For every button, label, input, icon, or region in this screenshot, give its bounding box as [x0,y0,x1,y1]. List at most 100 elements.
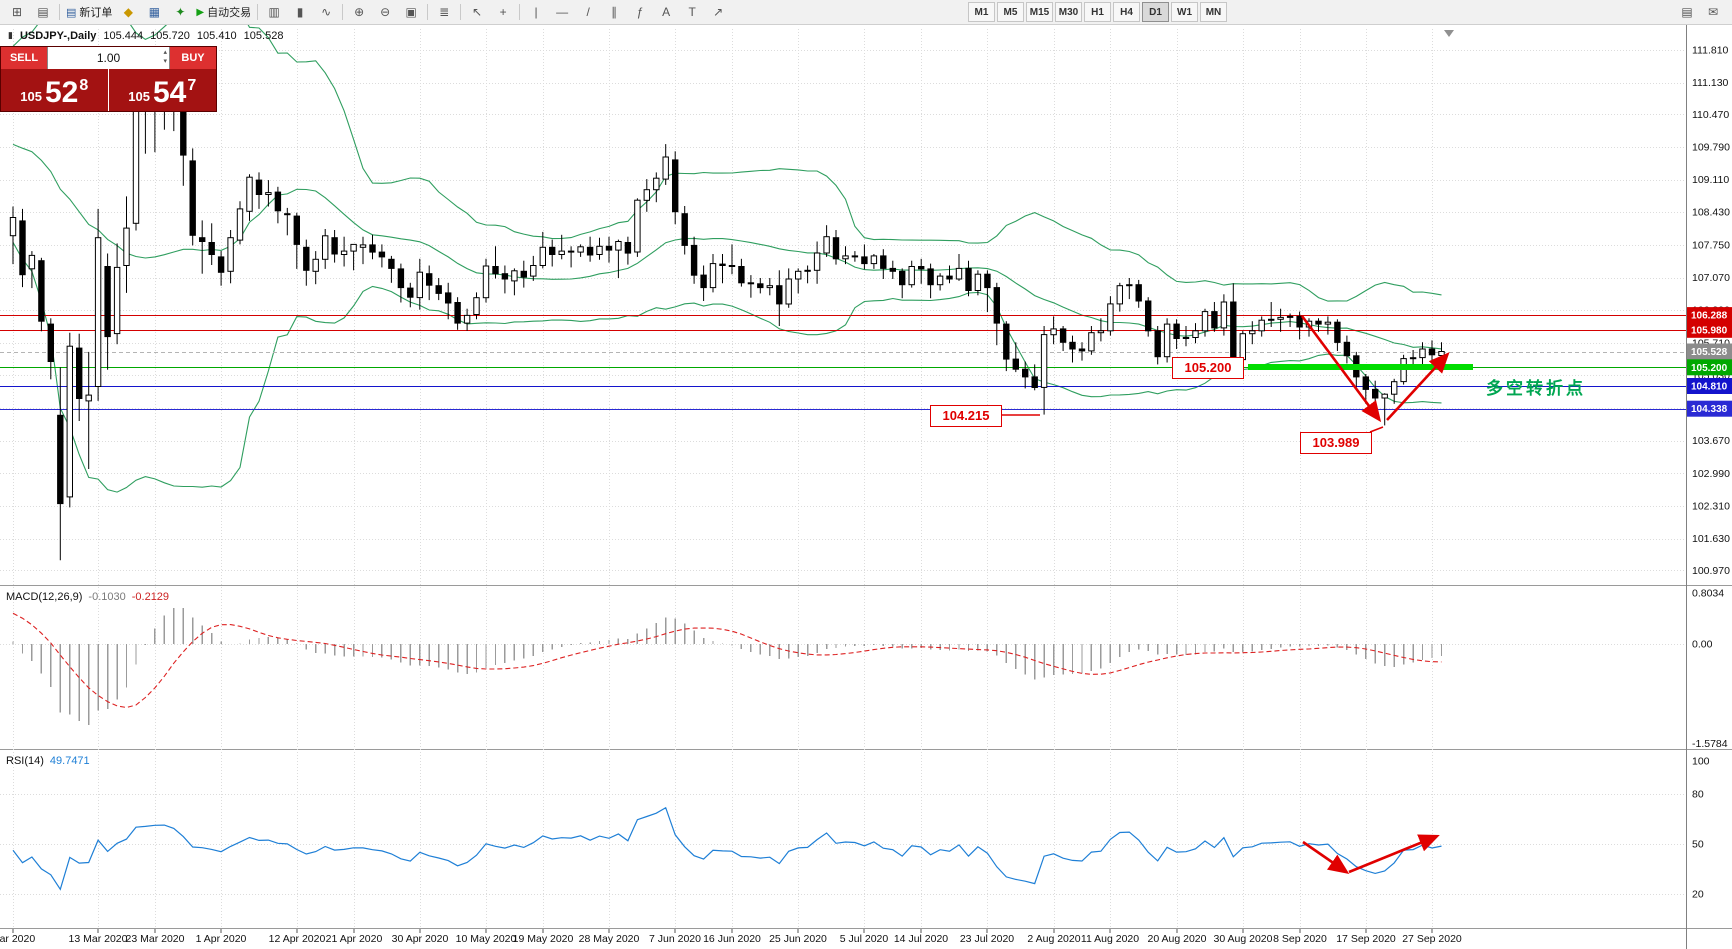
new-order-label: 新订单 [79,7,113,19]
zoom-in-button[interactable]: ⊕ [346,2,372,22]
timeframe-m1[interactable]: M1 [968,2,995,22]
buy-price-sup: 7 [187,77,197,94]
macd-axis: 0.8034 0.00 -1.5784 [1692,588,1728,751]
cursor-button[interactable]: ↖ [464,2,490,22]
svg-text:1 Apr 2020: 1 Apr 2020 [196,933,247,945]
macd-signal-line [12,612,1442,709]
crosshair-button[interactable]: + [490,2,516,22]
toolbar-right-button-1[interactable]: ▤ [1674,2,1700,22]
price-axis-labels: 106.288 105.980 105.528 105.200 104.810 104.3… [1687,307,1732,417]
trendline-icon: / [586,5,590,19]
svg-text:13 Mar 2020: 13 Mar 2020 [69,933,128,945]
svg-text:104.338: 104.338 [1691,404,1728,415]
resistance-price-label[interactable]: 105.200 [1172,357,1244,379]
crosshair-icon: + [499,5,507,19]
svg-text:111.130: 111.130 [1692,77,1729,89]
zoom-out-button[interactable]: ⊖ [372,2,398,22]
toolbar-separator [460,4,462,20]
data-window-button[interactable]: ▦ [141,2,167,22]
new-order-button[interactable]: ▤ 新订单 [63,2,115,22]
svg-text:106.288: 106.288 [1691,311,1728,322]
timeframe-mn[interactable]: MN [1200,2,1227,22]
channel-button[interactable]: ∥ [601,2,627,22]
bar-chart-icon: ▥ [268,5,280,19]
rsi-line [12,806,1442,891]
sell-price[interactable]: 105 52 8 [1,69,109,111]
timeframe-h4[interactable]: H4 [1113,2,1140,22]
volume-value: 1.00 [96,51,121,65]
line-chart-button[interactable]: ∿ [313,2,339,22]
svg-text:21 Apr 2020: 21 Apr 2020 [326,933,383,945]
tile-windows-button[interactable]: ▣ [398,2,424,22]
svg-text:50: 50 [1692,839,1704,851]
macd-label: MACD(12,26,9) -0.1030 -0.2129 [6,591,169,603]
navigator-button[interactable]: ✦ [167,2,193,22]
timeframe-m5[interactable]: M5 [997,2,1024,22]
arrow-tool-button[interactable]: ↗ [705,2,731,22]
svg-text:8 Sep 2020: 8 Sep 2020 [1273,933,1327,945]
fibonacci-button[interactable]: ƒ [627,2,653,22]
svg-text:2 Aug 2020: 2 Aug 2020 [1027,933,1080,945]
profiles-button[interactable]: ▤ [30,2,56,22]
timeframe-h1[interactable]: H1 [1084,2,1111,22]
chart-symbol-info: ▮ USDJPY-,Daily 105.444 105.720 105.410 … [8,30,283,42]
timeframe-m30[interactable]: M30 [1055,2,1082,22]
buy-button[interactable]: BUY [170,47,216,69]
trend-arrows[interactable] [1300,315,1450,874]
candlestick-chart-button[interactable]: ▮ [287,2,313,22]
data-window-icon: ▦ [148,5,161,19]
sell-button[interactable]: SELL [1,47,47,69]
svg-text:105.200: 105.200 [1691,363,1728,374]
svg-text:102.990: 102.990 [1692,468,1730,480]
timeframe-m15[interactable]: M15 [1026,2,1053,22]
horizontal-lines[interactable] [0,315,1686,410]
horizontal-line-button[interactable]: — [549,2,575,22]
chart-shift-marker[interactable] [1444,30,1454,37]
volume-spinner[interactable]: ▴ ▾ [163,48,167,66]
svg-text:103.670: 103.670 [1692,435,1730,447]
bar-chart-button[interactable]: ▥ [261,2,287,22]
svg-text:110.470: 110.470 [1692,109,1729,121]
candlestick-chart-icon: ▮ [296,5,304,19]
autotrading-button[interactable]: ▶ 自动交易 [193,2,254,22]
indicators-button[interactable]: ≣ [431,2,457,22]
svg-text:23 Mar 2020: 23 Mar 2020 [126,933,185,945]
turning-point-text[interactable]: 多空转折点 [1486,379,1586,398]
one-click-trading-panel: SELL 1.00 ▴ ▾ BUY 105 52 8 105 54 7 [0,46,217,112]
pane-separators [0,24,1732,949]
trendline-button[interactable]: / [575,2,601,22]
ohlc-low: 105.410 [196,30,237,42]
toolbar-separator [427,4,429,20]
timeframe-d1[interactable]: D1 [1142,2,1169,22]
metaeditor-icon: ◆ [123,5,134,19]
vertical-line-button[interactable]: | [523,2,549,22]
support-zone-line[interactable] [1248,364,1473,370]
svg-text:Mar 2020: Mar 2020 [0,933,35,945]
new-chart-button[interactable]: ⊞ [4,2,30,22]
text-tool-button[interactable]: A [653,2,679,22]
svg-text:0.00: 0.00 [1692,638,1713,650]
label-tool-icon: T [688,5,696,19]
macd-main-value: -0.1030 [88,591,126,603]
spinner-down-icon[interactable]: ▾ [163,58,167,65]
metaeditor-button[interactable]: ◆ [115,2,141,22]
toolbar-separator [59,4,60,20]
svg-text:105.528: 105.528 [1691,347,1728,358]
bottom-price-label[interactable]: 103.989 [1300,432,1372,454]
window-icon: ▤ [1681,5,1693,19]
label-tool-button[interactable]: T [679,2,705,22]
buy-price[interactable]: 105 54 7 [109,69,217,111]
spinner-up-icon[interactable]: ▴ [163,49,167,56]
volume-input[interactable]: 1.00 ▴ ▾ [47,47,170,69]
timeframe-w1[interactable]: W1 [1171,2,1198,22]
new-chart-icon: ⊞ [11,5,23,19]
toolbar-separator [519,4,521,20]
svg-text:100.970: 100.970 [1692,565,1730,577]
svg-text:19 May 2020: 19 May 2020 [513,933,574,945]
swing-low-price-label[interactable]: 104.215 [930,405,1002,427]
svg-text:101.630: 101.630 [1692,533,1730,545]
toolbar-right-button-2[interactable]: ✉ [1700,2,1726,22]
sell-price-main: 52 [44,76,79,109]
